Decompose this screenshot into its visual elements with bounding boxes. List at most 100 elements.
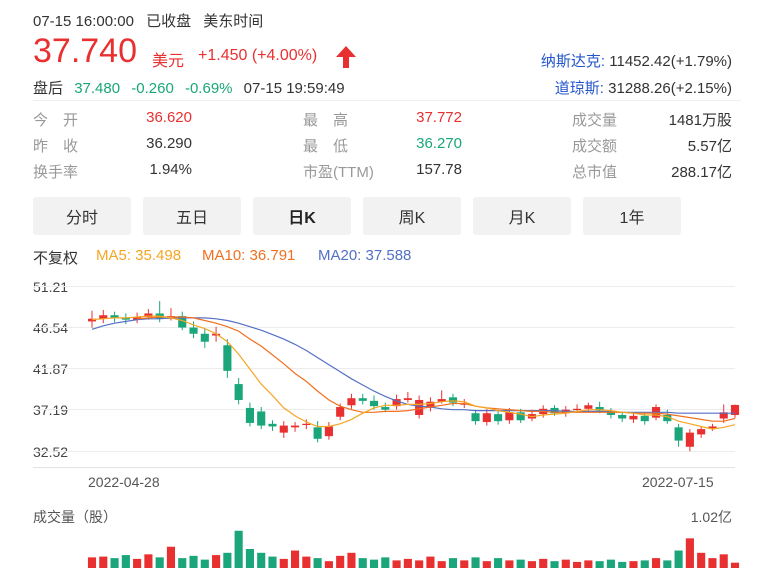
adjust-mode-label[interactable]: 不复权 (33, 250, 79, 267)
candle-body (426, 401, 435, 408)
volume-bar (144, 554, 153, 568)
tab-intraday[interactable]: 分时 (33, 197, 131, 235)
volume-bar (133, 558, 142, 568)
tab-one-year[interactable]: 1年 (583, 197, 681, 235)
volume-bar (245, 549, 254, 568)
candle-body (121, 317, 130, 320)
candle-body (618, 414, 627, 419)
volume-bar (573, 561, 582, 568)
volume-bar (279, 558, 288, 568)
timezone-label: 美东时间 (203, 13, 264, 30)
divider (33, 100, 741, 101)
volume-bar (584, 560, 593, 568)
volume-bar (730, 562, 740, 568)
volume-bar (347, 552, 356, 568)
stat-value-low: 36.270 (416, 135, 462, 152)
tab-five-day[interactable]: 五日 (143, 197, 241, 235)
candle-body (245, 407, 254, 423)
candle-body (369, 400, 379, 407)
candle-body (448, 397, 458, 403)
volume-bar (358, 558, 367, 568)
stat-label: 换手率 (33, 164, 79, 181)
volume-bar (336, 555, 345, 568)
volume-bar (505, 560, 514, 568)
volume-bar (697, 552, 706, 568)
candle-body (99, 315, 108, 319)
after-hours-label: 盘后 (33, 80, 64, 97)
index-name: 纳斯达克: (540, 53, 606, 70)
index-value: 11452.42(+1.79%) (609, 53, 732, 70)
volume-bar (155, 557, 164, 568)
stat-value-pe: 157.78 (416, 161, 462, 178)
volume-bar (651, 558, 661, 568)
volume-bar (381, 557, 390, 568)
volume-bar (471, 557, 480, 568)
candle-body (200, 333, 209, 342)
candle-body (730, 404, 740, 415)
candle-body (640, 415, 649, 422)
volume-bar (606, 559, 615, 568)
candle-body (482, 413, 491, 423)
volume-bar (369, 559, 379, 568)
volume-bar (595, 561, 604, 568)
candle-body (324, 426, 333, 437)
candle-body (663, 414, 672, 422)
candle-body (505, 412, 514, 421)
index-nasdaq[interactable]: 纳斯达克: 11452.42(+1.79%) (541, 50, 732, 71)
stat-value-market-cap: 288.17亿 (671, 164, 732, 181)
volume-bar (426, 556, 435, 568)
volume-bar (87, 557, 97, 568)
price-change: +1.450 (+4.00%) (198, 47, 318, 64)
stat-label: 成交额 (572, 138, 618, 155)
candle-body (415, 399, 424, 415)
index-name: 道琼斯: (554, 80, 604, 97)
tab-monthly-k[interactable]: 月K (473, 197, 571, 235)
after-hours-time: 07-15 19:59:49 (243, 80, 345, 97)
market-status: 已收盘 (146, 13, 192, 30)
candle-body (685, 432, 694, 447)
tab-weekly-k[interactable]: 周K (363, 197, 461, 235)
tab-daily-k[interactable]: 日K (253, 197, 351, 235)
currency-label: 美元 (152, 53, 185, 70)
index-dowjones[interactable]: 道琼斯: 31288.26(+2.15%) (555, 77, 732, 98)
candle-body (178, 316, 187, 328)
candle-body (87, 318, 97, 322)
volume-max-label: 1.02亿 (690, 509, 732, 525)
candle-body (189, 327, 198, 334)
ma10-legend: MA10: 36.791 (202, 247, 296, 264)
candle-body (403, 398, 412, 400)
stat-value-high: 37.772 (416, 109, 462, 126)
candle-body (212, 333, 221, 336)
candle-body (268, 423, 277, 427)
candle-body (223, 345, 232, 371)
candle-body (358, 398, 367, 401)
candle-body (290, 425, 300, 428)
volume-bar (166, 546, 176, 568)
volume-bar (257, 552, 266, 568)
volume-bar (550, 561, 559, 568)
timestamp: 07-15 16:00:00 (33, 13, 134, 30)
volume-bar (200, 559, 209, 568)
after-hours-change: -0.260 (131, 80, 174, 97)
candle-body (381, 407, 390, 410)
ma5-line (91, 315, 736, 430)
volume-bar (234, 530, 243, 568)
candle-body (573, 408, 582, 411)
volume-bar (494, 558, 503, 568)
stat-value-turnover-rate: 1.94% (149, 161, 192, 178)
volume-bar (178, 558, 187, 568)
volume-bar (482, 561, 491, 568)
volume-bar (640, 560, 649, 568)
volume-bar (516, 559, 525, 568)
candle-body (144, 313, 153, 317)
stat-value-turnover: 5.57亿 (687, 138, 732, 155)
current-price: 37.740 (33, 32, 137, 70)
volume-bar (685, 538, 694, 568)
x-axis-start-label: 2022-04-28 (88, 474, 160, 490)
volume-bar (719, 554, 728, 568)
candle-body (392, 399, 401, 407)
volume-bar (674, 550, 683, 568)
volume-bar (268, 556, 277, 568)
volume-bar (448, 558, 458, 568)
